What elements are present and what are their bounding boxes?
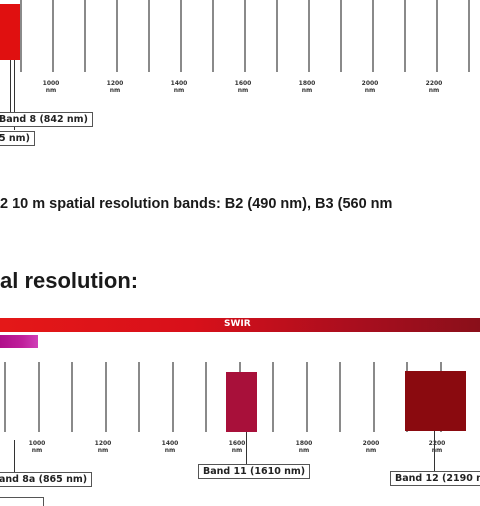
- band-12-leader: [434, 431, 435, 471]
- tick-label: 1800 nm: [295, 440, 313, 454]
- tick-line: [339, 362, 341, 432]
- section-heading: al resolution:: [0, 268, 139, 293]
- tick-line: [244, 0, 246, 72]
- swir-label: SWIR: [224, 319, 251, 329]
- band-8-label: Band 8 (842 nm): [0, 112, 93, 127]
- tick-line: [373, 362, 375, 432]
- band-8-leader: [10, 60, 11, 112]
- tick-line: [84, 0, 86, 72]
- tick-label: 1000 nm: [42, 80, 60, 94]
- tick-line: [116, 0, 118, 72]
- band-8a-leader: [14, 440, 15, 474]
- tick-label: 1800 nm: [298, 80, 316, 94]
- tick-label: 1000 nm: [28, 440, 46, 454]
- tick-label: 1200 nm: [106, 80, 124, 94]
- tick-label: 2000 nm: [362, 440, 380, 454]
- tick-line: [340, 0, 342, 72]
- band-8b-label: 5 nm): [0, 131, 35, 146]
- tick-line: [180, 0, 182, 72]
- band-12-label: Band 12 (2190 nm: [390, 471, 480, 486]
- band-8-bar: [0, 4, 20, 60]
- tick-label: 2000 nm: [361, 80, 379, 94]
- resolution-caption: 2 10 m spatial resolution bands: B2 (490…: [0, 196, 393, 212]
- tick-label: 2200 nm: [428, 440, 446, 454]
- tick-line: [436, 0, 438, 72]
- band-8a-sub-label: [0, 497, 44, 506]
- band-8a-label: and 8a (865 nm): [0, 472, 93, 487]
- tick-line: [52, 0, 54, 72]
- tick-line: [306, 362, 308, 432]
- band-12-bar: [405, 371, 466, 431]
- tick-line: [38, 362, 40, 432]
- swir-strip: [0, 318, 480, 332]
- band-11-label: Band 11 (1610 nm): [198, 464, 311, 479]
- tick-line: [468, 0, 470, 72]
- tick-line: [4, 362, 6, 432]
- band-11-bar: [226, 372, 257, 432]
- tick-line: [71, 362, 73, 432]
- tick-line: [148, 0, 150, 72]
- tick-line: [308, 0, 310, 72]
- tick-line: [20, 0, 22, 72]
- tick-line: [212, 0, 214, 72]
- tick-label: 1400 nm: [170, 80, 188, 94]
- tick-line: [272, 362, 274, 432]
- band-11-leader: [246, 432, 247, 464]
- tick-line: [205, 362, 207, 432]
- top-spectrum-panel: 1000 nm 1200 nm 1400 nm 1600 nm 1800 nm 2000 nm 2200…: [0, 0, 480, 150]
- tick-line: [372, 0, 374, 72]
- tick-line: [138, 362, 140, 432]
- tick-label: 2200 nm: [425, 80, 443, 94]
- nir-strip: [0, 335, 38, 348]
- tick-label: 1400 nm: [161, 440, 179, 454]
- tick-line: [404, 0, 406, 72]
- tick-label: 1600 nm: [228, 440, 246, 454]
- tick-line: [172, 362, 174, 432]
- tick-label: 1200 nm: [94, 440, 112, 454]
- tick-line: [105, 362, 107, 432]
- band-8-leader-2: [14, 60, 15, 130]
- tick-line: [276, 0, 278, 72]
- tick-label: 1600 nm: [234, 80, 252, 94]
